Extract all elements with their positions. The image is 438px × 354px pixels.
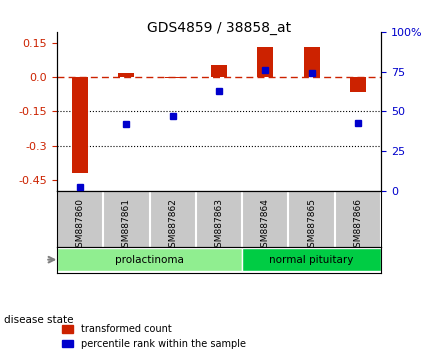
Text: GSM887866: GSM887866	[353, 198, 362, 253]
Bar	[57, 248, 242, 271]
Bar	[118, 73, 134, 77]
Bar	[257, 47, 273, 77]
Bar	[242, 248, 381, 271]
Text: GSM887865: GSM887865	[307, 198, 316, 253]
Legend: transformed count, percentile rank within the sample: transformed count, percentile rank withi…	[62, 324, 246, 349]
Bar	[350, 77, 366, 92]
Text: GSM887863: GSM887863	[215, 198, 223, 253]
Bar	[304, 47, 320, 77]
Text: GSM887861: GSM887861	[122, 198, 131, 253]
Bar	[211, 65, 227, 77]
Text: GSM887860: GSM887860	[76, 198, 85, 253]
Text: GSM887862: GSM887862	[168, 198, 177, 252]
Text: normal pituitary: normal pituitary	[269, 255, 354, 265]
Text: GSM887864: GSM887864	[261, 198, 270, 252]
Bar	[165, 77, 181, 79]
Text: disease state: disease state	[4, 315, 74, 325]
Bar	[72, 77, 88, 173]
Text: GDS4859 / 38858_at: GDS4859 / 38858_at	[147, 21, 291, 35]
Text: prolactinoma: prolactinoma	[115, 255, 184, 265]
